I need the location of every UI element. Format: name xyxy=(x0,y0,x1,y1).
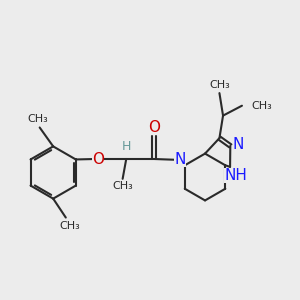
Text: CH₃: CH₃ xyxy=(59,221,80,231)
Text: N: N xyxy=(174,152,185,166)
Text: CH₃: CH₃ xyxy=(112,182,133,191)
Text: CH₃: CH₃ xyxy=(251,101,272,111)
Text: CH₃: CH₃ xyxy=(27,114,48,124)
Text: H: H xyxy=(122,140,131,153)
Text: NH: NH xyxy=(224,168,247,183)
Text: O: O xyxy=(92,152,104,166)
Text: CH₃: CH₃ xyxy=(209,80,230,90)
Text: O: O xyxy=(148,120,160,135)
Text: N: N xyxy=(233,136,244,152)
